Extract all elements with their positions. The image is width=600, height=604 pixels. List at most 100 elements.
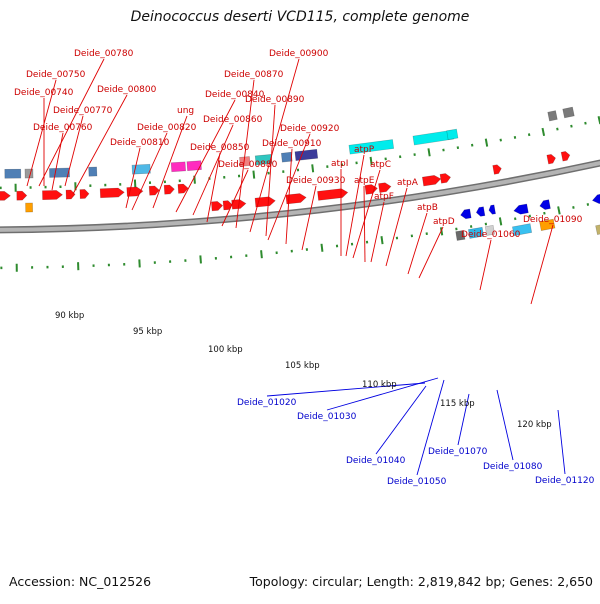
forward-gene-label: Deide_00860 <box>203 115 263 125</box>
tick-inner <box>200 255 201 263</box>
tick-inner <box>558 206 560 214</box>
reverse-gene-shape <box>460 209 471 220</box>
tick-inner <box>500 217 501 225</box>
forward-gene-label: atpP <box>354 145 375 155</box>
reverse-gene-shape <box>591 192 600 205</box>
forward-label-leader <box>302 186 316 250</box>
forward-gene-shape <box>317 188 348 200</box>
forward-gene-shape <box>378 182 391 193</box>
reverse-gene-arrow <box>476 207 485 217</box>
forward-gene-shape <box>100 188 124 198</box>
forward-gene-arrow <box>0 191 10 200</box>
forward-gene-arrow <box>80 189 89 198</box>
reverse-gene-shape <box>476 207 485 217</box>
forward-gene-label: Deide_00740 <box>14 88 74 98</box>
forward-gene-label: Deide_00920 <box>280 124 340 134</box>
reverse-gene-arrow <box>513 204 528 215</box>
forward-label-leader <box>52 133 63 190</box>
forward-gene-label: Deide_00900 <box>269 49 329 59</box>
reverse-gene-arrow <box>460 209 471 220</box>
reverse-gene-label: Deide_01020 <box>237 398 297 408</box>
gene-box-shape <box>89 167 97 176</box>
forward-gene-shape <box>80 189 89 198</box>
tick-outer <box>585 122 586 124</box>
tick-inner <box>322 244 323 252</box>
gene-box-shape <box>171 162 186 172</box>
tick-outer <box>543 128 545 136</box>
reverse-label-leader <box>417 380 444 475</box>
reverse-gene-label: Deide_01050 <box>387 477 447 487</box>
forward-gene-label: Deide_00780 <box>74 49 134 59</box>
forward-gene-shape <box>422 174 441 186</box>
tick-inner <box>381 236 382 244</box>
forward-gene-arrow <box>378 182 391 193</box>
gene-box-shape <box>596 220 600 235</box>
forward-gene-arrow <box>317 188 348 200</box>
gene-box <box>5 169 21 178</box>
forward-gene-label: Deide_00890 <box>245 95 305 105</box>
gene-box-shape <box>49 168 69 178</box>
reverse-gene-shape <box>539 200 551 211</box>
reverse-gene-label: Deide_01040 <box>346 456 406 466</box>
scale-label: 95 kbp <box>133 327 162 337</box>
gene-box <box>548 111 558 121</box>
forward-gene-arrow <box>164 185 175 195</box>
forward-gene-shape <box>164 185 175 195</box>
gene-box <box>89 167 97 176</box>
tick-inner <box>588 203 589 205</box>
gene-box-shape <box>447 129 458 140</box>
forward-label-leader <box>364 186 365 262</box>
forward-gene-label: Deide_00870 <box>224 70 284 80</box>
forward-gene-label: Deide_00910 <box>262 139 322 149</box>
tick-outer <box>557 128 558 130</box>
tick-outer <box>253 171 254 179</box>
scale-label: 115 kbp <box>440 399 475 409</box>
forward-gene-label: atpF <box>374 192 394 202</box>
gene-box <box>596 220 600 235</box>
forward-gene-label: atpI <box>331 159 348 169</box>
forward-gene-label: atpB <box>417 203 438 213</box>
map-title: Deinococcus deserti VCD115, complete gen… <box>0 9 600 25</box>
forward-gene-arrow <box>42 190 62 199</box>
forward-gene-shape <box>547 154 557 164</box>
reverse-gene-shape <box>513 204 528 215</box>
forward-gene-label: ung <box>177 106 194 116</box>
forward-gene-label: Deide_00770 <box>53 106 113 116</box>
forward-gene-label: Deide_00760 <box>33 123 93 133</box>
forward-gene-arrow <box>211 201 223 211</box>
reverse-label-leader <box>267 383 425 396</box>
gene-box <box>26 203 33 212</box>
forward-gene-arrow <box>422 174 441 186</box>
forward-gene-label: Deide_00850 <box>190 143 250 153</box>
gene-box-shape <box>26 203 33 212</box>
reverse-gene-label: Deide_01120 <box>535 476 595 486</box>
gene-box <box>281 152 292 162</box>
accession-text: Accession: NC_012526 <box>9 574 151 589</box>
forward-gene-arrow <box>100 188 124 198</box>
scale-label: 120 kbp <box>517 420 552 430</box>
forward-gene-label: Deide_00800 <box>97 85 157 95</box>
gene-box <box>447 129 458 140</box>
reverse-gene-shape <box>488 205 495 215</box>
forward-gene-label: Deide_00750 <box>26 70 86 80</box>
forward-gene-label: Deide_01060 <box>461 230 521 240</box>
gene-box <box>187 161 202 171</box>
tick-inner <box>573 206 574 208</box>
forward-gene-shape <box>440 173 451 183</box>
forward-gene-label: Deide_00810 <box>110 138 170 148</box>
forward-gene-shape <box>255 196 276 207</box>
forward-gene-arrow <box>493 164 502 174</box>
reverse-gene-label: Deide_01070 <box>428 447 488 457</box>
gene-box-shape <box>187 161 202 171</box>
genome-summary-text: Topology: circular; Length: 2,819,842 bp… <box>250 574 593 589</box>
gene-box-shape <box>281 152 292 162</box>
gene-box <box>49 168 69 178</box>
forward-gene-label: atpA <box>397 178 419 188</box>
forward-label-leader <box>126 148 140 208</box>
forward-label-leader <box>531 225 553 304</box>
forward-label-leader <box>419 227 443 278</box>
forward-gene-arrow <box>66 190 75 199</box>
gene-box <box>563 107 575 118</box>
